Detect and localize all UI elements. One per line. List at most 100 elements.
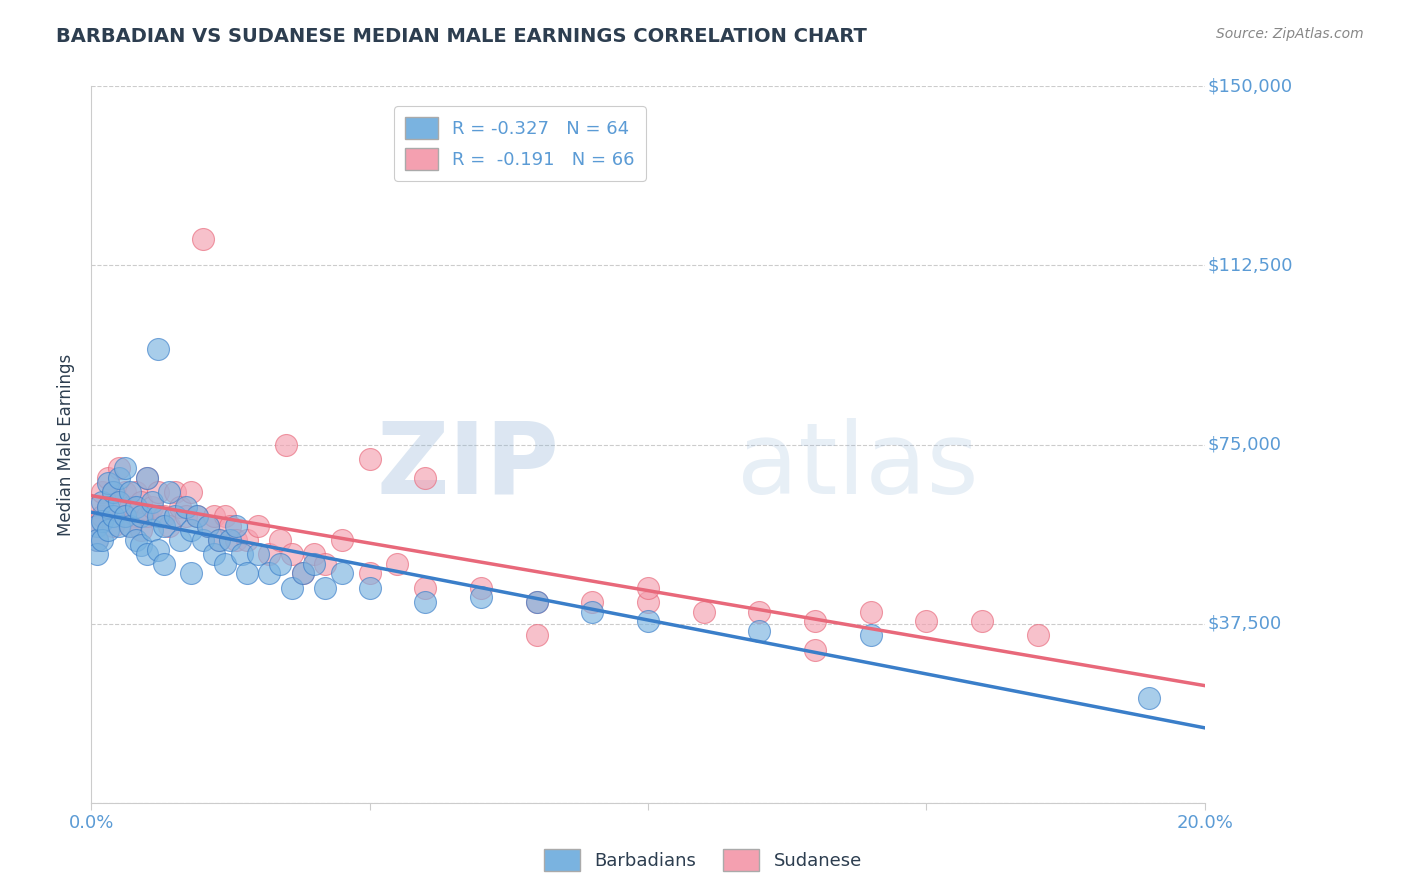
Point bbox=[197, 518, 219, 533]
Y-axis label: Median Male Earnings: Median Male Earnings bbox=[58, 353, 75, 535]
Point bbox=[152, 518, 174, 533]
Point bbox=[91, 533, 114, 547]
Point bbox=[637, 614, 659, 628]
Point bbox=[103, 518, 125, 533]
Text: $112,500: $112,500 bbox=[1208, 257, 1292, 275]
Point bbox=[120, 518, 142, 533]
Point bbox=[359, 566, 381, 581]
Point bbox=[180, 524, 202, 538]
Point bbox=[1026, 628, 1049, 642]
Text: $150,000: $150,000 bbox=[1208, 78, 1292, 95]
Point bbox=[526, 595, 548, 609]
Point bbox=[197, 518, 219, 533]
Point bbox=[108, 461, 131, 475]
Point bbox=[413, 581, 436, 595]
Point bbox=[146, 542, 169, 557]
Point bbox=[219, 533, 242, 547]
Point bbox=[180, 485, 202, 500]
Point bbox=[259, 566, 281, 581]
Point bbox=[91, 514, 114, 528]
Point bbox=[86, 547, 108, 561]
Point bbox=[413, 471, 436, 485]
Point bbox=[129, 509, 152, 524]
Point bbox=[120, 485, 142, 500]
Point bbox=[157, 485, 180, 500]
Point bbox=[314, 557, 336, 571]
Point bbox=[972, 614, 994, 628]
Point bbox=[225, 518, 247, 533]
Point bbox=[108, 495, 131, 509]
Point bbox=[125, 509, 148, 524]
Point bbox=[1137, 690, 1160, 705]
Point bbox=[169, 533, 191, 547]
Point bbox=[280, 547, 302, 561]
Point bbox=[274, 437, 297, 451]
Point bbox=[135, 509, 157, 524]
Point bbox=[387, 557, 409, 571]
Point bbox=[637, 595, 659, 609]
Point bbox=[208, 533, 231, 547]
Point bbox=[97, 500, 120, 514]
Point bbox=[225, 533, 247, 547]
Point bbox=[135, 471, 157, 485]
Point bbox=[91, 495, 114, 509]
Text: Source: ZipAtlas.com: Source: ZipAtlas.com bbox=[1216, 27, 1364, 41]
Point bbox=[180, 566, 202, 581]
Point bbox=[129, 524, 152, 538]
Point bbox=[114, 509, 136, 524]
Point bbox=[125, 485, 148, 500]
Point bbox=[174, 509, 197, 524]
Text: $75,000: $75,000 bbox=[1208, 435, 1281, 453]
Point bbox=[186, 509, 208, 524]
Point bbox=[114, 509, 136, 524]
Point bbox=[86, 518, 108, 533]
Point bbox=[125, 533, 148, 547]
Point bbox=[97, 475, 120, 490]
Point bbox=[581, 605, 603, 619]
Point bbox=[413, 595, 436, 609]
Point bbox=[129, 495, 152, 509]
Point bbox=[693, 605, 716, 619]
Point bbox=[135, 471, 157, 485]
Point bbox=[236, 533, 259, 547]
Point bbox=[231, 547, 253, 561]
Point bbox=[97, 500, 120, 514]
Point bbox=[470, 581, 492, 595]
Point bbox=[804, 642, 827, 657]
Text: ZIP: ZIP bbox=[375, 417, 560, 515]
Point bbox=[86, 518, 108, 533]
Point bbox=[157, 518, 180, 533]
Point bbox=[191, 533, 214, 547]
Point bbox=[186, 509, 208, 524]
Point bbox=[174, 500, 197, 514]
Point bbox=[108, 495, 131, 509]
Point bbox=[804, 614, 827, 628]
Point bbox=[470, 591, 492, 605]
Point bbox=[269, 533, 291, 547]
Point bbox=[163, 485, 186, 500]
Point bbox=[526, 628, 548, 642]
Point bbox=[91, 485, 114, 500]
Point bbox=[125, 500, 148, 514]
Point bbox=[141, 524, 163, 538]
Point bbox=[108, 471, 131, 485]
Point bbox=[86, 533, 108, 547]
Point bbox=[146, 342, 169, 356]
Point bbox=[97, 524, 120, 538]
Point bbox=[637, 581, 659, 595]
Text: BARBADIAN VS SUDANESE MEDIAN MALE EARNINGS CORRELATION CHART: BARBADIAN VS SUDANESE MEDIAN MALE EARNIN… bbox=[56, 27, 868, 45]
Point bbox=[291, 566, 314, 581]
Legend: Barbadians, Sudanese: Barbadians, Sudanese bbox=[537, 842, 869, 879]
Point bbox=[247, 547, 270, 561]
Point bbox=[214, 509, 236, 524]
Point bbox=[748, 624, 770, 638]
Point bbox=[526, 595, 548, 609]
Point bbox=[91, 509, 114, 524]
Point bbox=[141, 495, 163, 509]
Point bbox=[135, 547, 157, 561]
Point bbox=[236, 566, 259, 581]
Point bbox=[302, 557, 325, 571]
Point bbox=[302, 547, 325, 561]
Point bbox=[314, 581, 336, 595]
Point bbox=[359, 581, 381, 595]
